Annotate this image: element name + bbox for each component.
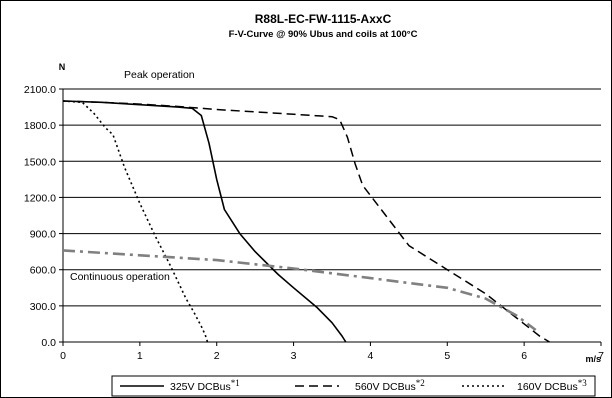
legend-footnote: *1 xyxy=(231,378,240,388)
continuous-operation-annotation: Continuous operation xyxy=(70,271,170,283)
axes xyxy=(59,88,602,346)
legend-box xyxy=(111,375,596,397)
tick-labels: 0.0 300.0 600.0 900.0 1200.0 1500.0 1800.0 2100… xyxy=(24,84,604,362)
x-tick-label: 0 xyxy=(60,350,66,362)
chart-title: R88L-EC-FW-1115-AxxC xyxy=(255,12,392,26)
chart-subtitle: F-V-Curve @ 90% Ubus and coils at 100°C xyxy=(229,29,418,40)
x-axis-label: m/s xyxy=(585,354,601,364)
x-tick-label: 1 xyxy=(137,350,143,362)
x-tick-label: 7 xyxy=(598,350,604,362)
legend-footnote: *2 xyxy=(416,378,425,388)
series-line-560v-dcbus xyxy=(62,100,550,343)
y-tick-label: 1500.0 xyxy=(24,156,56,168)
peak-operation-annotation: Peak operation xyxy=(124,69,195,81)
legend-label: 560V DCBus*2 xyxy=(355,378,425,393)
y-tick-label: 1200.0 xyxy=(24,192,56,204)
y-axis-label: N xyxy=(59,62,66,72)
x-tick-label: 4 xyxy=(368,350,374,362)
series-line-160v-dcbus xyxy=(62,100,209,343)
legend-label: 325V DCBus*1 xyxy=(170,378,240,393)
x-tick-label: 5 xyxy=(444,350,450,362)
y-tick-label: 900.0 xyxy=(30,229,56,241)
legend-label: 160V DCBus*3 xyxy=(517,378,587,393)
x-tick-label: 6 xyxy=(521,350,527,362)
gridlines xyxy=(63,88,601,307)
x-tick-label: 2 xyxy=(214,350,220,362)
y-tick-label: 1800.0 xyxy=(24,120,56,132)
series-lines xyxy=(62,100,550,343)
series-line-continuous xyxy=(62,249,537,332)
y-tick-label: 600.0 xyxy=(30,265,56,277)
y-tick-label: 300.0 xyxy=(30,301,56,313)
legend: 325V DCBus*1 560V DCBus*2 160V DCBus*3 xyxy=(111,375,596,397)
x-tick-label: 3 xyxy=(291,350,297,362)
legend-footnote: *3 xyxy=(578,378,588,388)
y-tick-label: 0.0 xyxy=(41,337,56,349)
y-tick-label: 2100.0 xyxy=(24,84,56,96)
